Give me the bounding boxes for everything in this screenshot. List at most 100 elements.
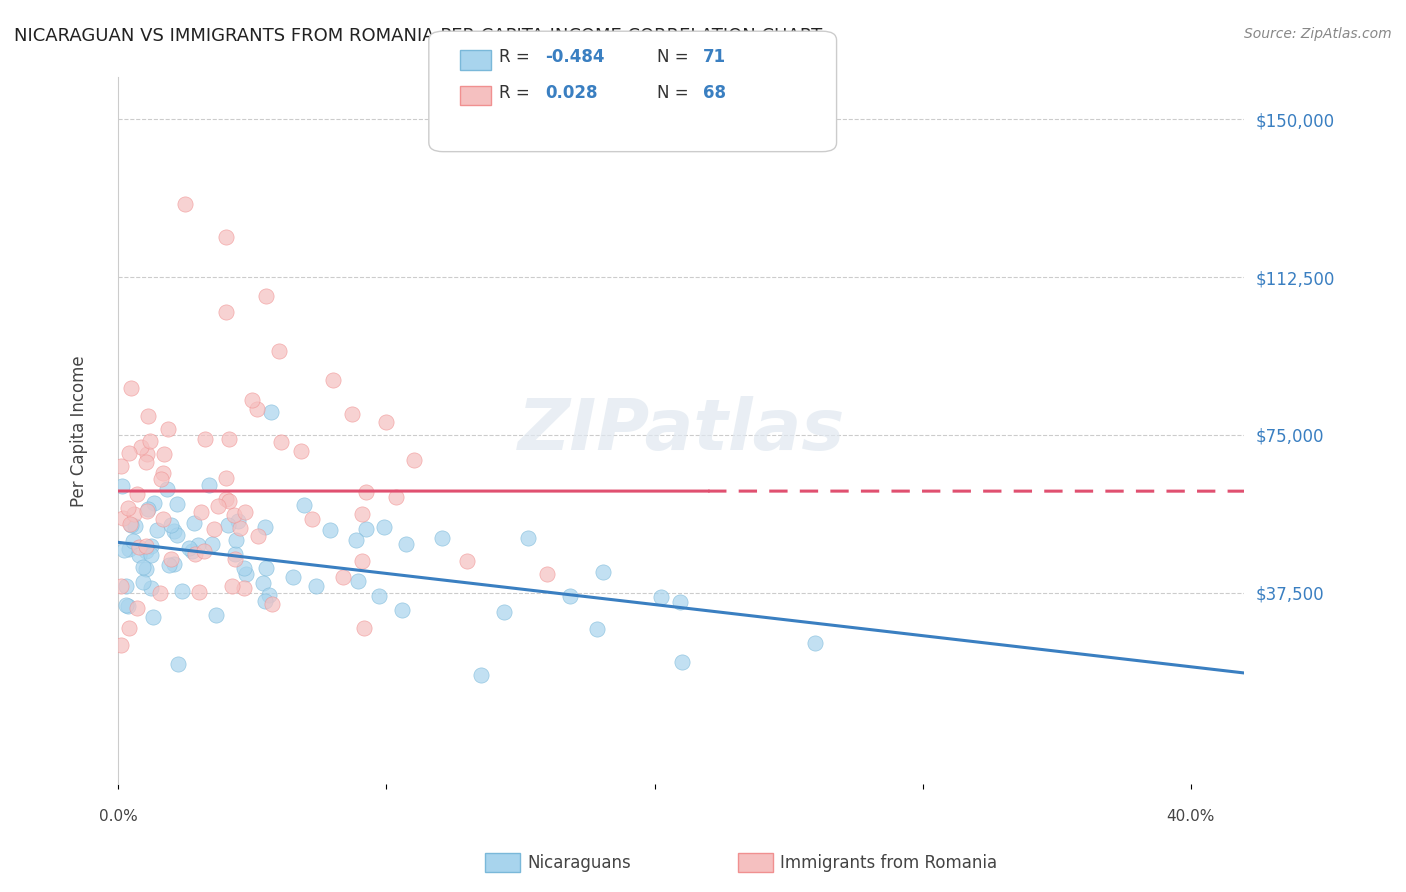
Point — [135, 455, 157, 469]
Point — [301, 512, 323, 526]
Point — [128, 540, 150, 554]
Point — [120, 381, 142, 395]
Text: 71: 71 — [703, 48, 725, 66]
Point — [117, 501, 139, 516]
Point — [253, 594, 276, 608]
Point — [136, 447, 159, 461]
Point — [229, 521, 252, 535]
Point — [131, 574, 153, 589]
Point — [190, 505, 212, 519]
Point — [240, 392, 263, 407]
Text: R =: R = — [499, 48, 536, 66]
Point — [202, 522, 225, 536]
Point — [233, 561, 256, 575]
Point — [135, 544, 157, 558]
Point — [254, 289, 277, 303]
Text: 0.028: 0.028 — [546, 84, 598, 102]
Point — [391, 602, 413, 616]
Point — [157, 558, 180, 572]
Point — [156, 422, 179, 436]
Text: Immigrants from Romania: Immigrants from Romania — [780, 854, 997, 871]
Point — [292, 498, 315, 512]
Point — [138, 502, 160, 516]
Point — [352, 508, 374, 522]
Text: ZIPatlas: ZIPatlas — [517, 396, 845, 466]
Point — [117, 621, 139, 635]
Point — [233, 581, 256, 595]
Point — [188, 585, 211, 599]
Point — [120, 517, 142, 532]
Point — [128, 548, 150, 562]
Point — [214, 471, 236, 485]
Point — [395, 537, 418, 551]
Point — [122, 533, 145, 548]
Point — [222, 508, 245, 522]
Point — [262, 598, 284, 612]
Text: Per Capita Income: Per Capita Income — [70, 355, 89, 507]
Point — [254, 561, 277, 575]
Point — [139, 434, 162, 448]
Point — [166, 497, 188, 511]
Point — [342, 408, 364, 422]
Point — [558, 589, 581, 603]
Text: 40.0%: 40.0% — [1167, 809, 1215, 824]
Point — [136, 409, 159, 424]
Text: R =: R = — [499, 84, 540, 102]
Point — [456, 554, 478, 568]
Point — [170, 584, 193, 599]
Point — [368, 589, 391, 603]
Point — [194, 432, 217, 446]
Point — [111, 511, 134, 525]
Point — [494, 605, 516, 619]
Point — [118, 446, 141, 460]
Point — [215, 304, 238, 318]
Point — [517, 531, 540, 545]
Point — [319, 523, 342, 537]
Point — [159, 552, 181, 566]
Point — [110, 579, 132, 593]
Text: N =: N = — [657, 84, 693, 102]
Point — [186, 538, 208, 552]
Point — [218, 494, 240, 508]
Point — [201, 537, 224, 551]
Point — [375, 415, 398, 429]
Point — [183, 516, 205, 531]
Point — [127, 601, 149, 615]
Point — [344, 533, 367, 547]
Point — [118, 541, 141, 556]
Point — [174, 196, 197, 211]
Point — [270, 435, 292, 450]
Point — [112, 542, 135, 557]
Point — [127, 487, 149, 501]
Point — [259, 405, 281, 419]
Point — [281, 570, 304, 584]
Point — [354, 522, 377, 536]
Point — [224, 548, 246, 562]
Point — [404, 452, 426, 467]
Point — [198, 478, 221, 492]
Point — [160, 517, 183, 532]
Point — [592, 565, 614, 579]
Point — [347, 574, 370, 589]
Point — [153, 447, 176, 461]
Point — [142, 610, 165, 624]
Point — [149, 586, 172, 600]
Point — [257, 588, 280, 602]
Point — [145, 524, 167, 538]
Point — [217, 517, 239, 532]
Point — [193, 543, 215, 558]
Point — [536, 566, 558, 581]
Point — [671, 656, 693, 670]
Point — [305, 579, 328, 593]
Text: Nicaraguans: Nicaraguans — [527, 854, 631, 871]
Point — [163, 524, 186, 538]
Point — [226, 514, 249, 528]
Point — [221, 579, 243, 593]
Point — [139, 539, 162, 553]
Point — [233, 505, 256, 519]
Point — [669, 595, 692, 609]
Point — [224, 552, 246, 566]
Point — [155, 482, 177, 496]
Point — [122, 507, 145, 521]
Point — [167, 657, 190, 671]
